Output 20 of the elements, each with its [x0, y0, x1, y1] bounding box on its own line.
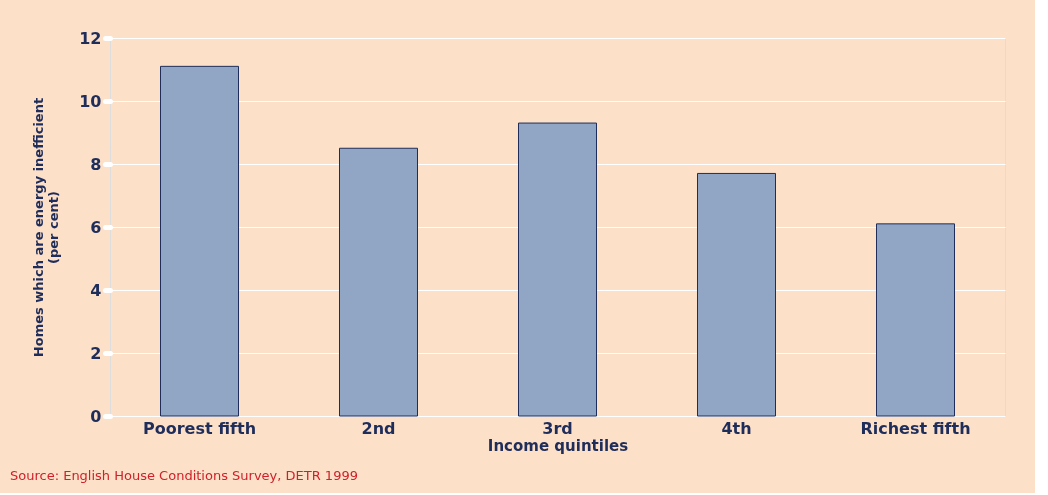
y-tick-label: 8: [90, 154, 102, 174]
source-note: Source: English House Conditions Survey, DETR 1999: [10, 468, 358, 483]
x-tick-label: Poorest fifth: [142, 418, 257, 438]
y-axis-title: Homes which are energy inefficient (per cent): [31, 97, 62, 358]
bar: [160, 65, 239, 417]
y-tick-label: 12: [79, 28, 102, 48]
bar: [876, 223, 955, 417]
x-tick-label: 2nd: [361, 418, 396, 438]
bar: [518, 122, 597, 417]
y-tick-label: 4: [90, 280, 102, 300]
y-tick-label: 10: [79, 91, 102, 111]
y-tick-label: 2: [90, 343, 102, 363]
x-tick-label: 4th: [721, 418, 752, 438]
bar: [697, 172, 776, 417]
x-axis-title: Income quintiles: [487, 436, 629, 455]
x-tick-label: Richest fifth: [860, 418, 971, 438]
bar: [339, 147, 418, 417]
x-tick-label: 3rd: [542, 418, 573, 438]
y-tick-label: 0: [90, 406, 102, 426]
y-tick-label: 6: [90, 217, 102, 237]
